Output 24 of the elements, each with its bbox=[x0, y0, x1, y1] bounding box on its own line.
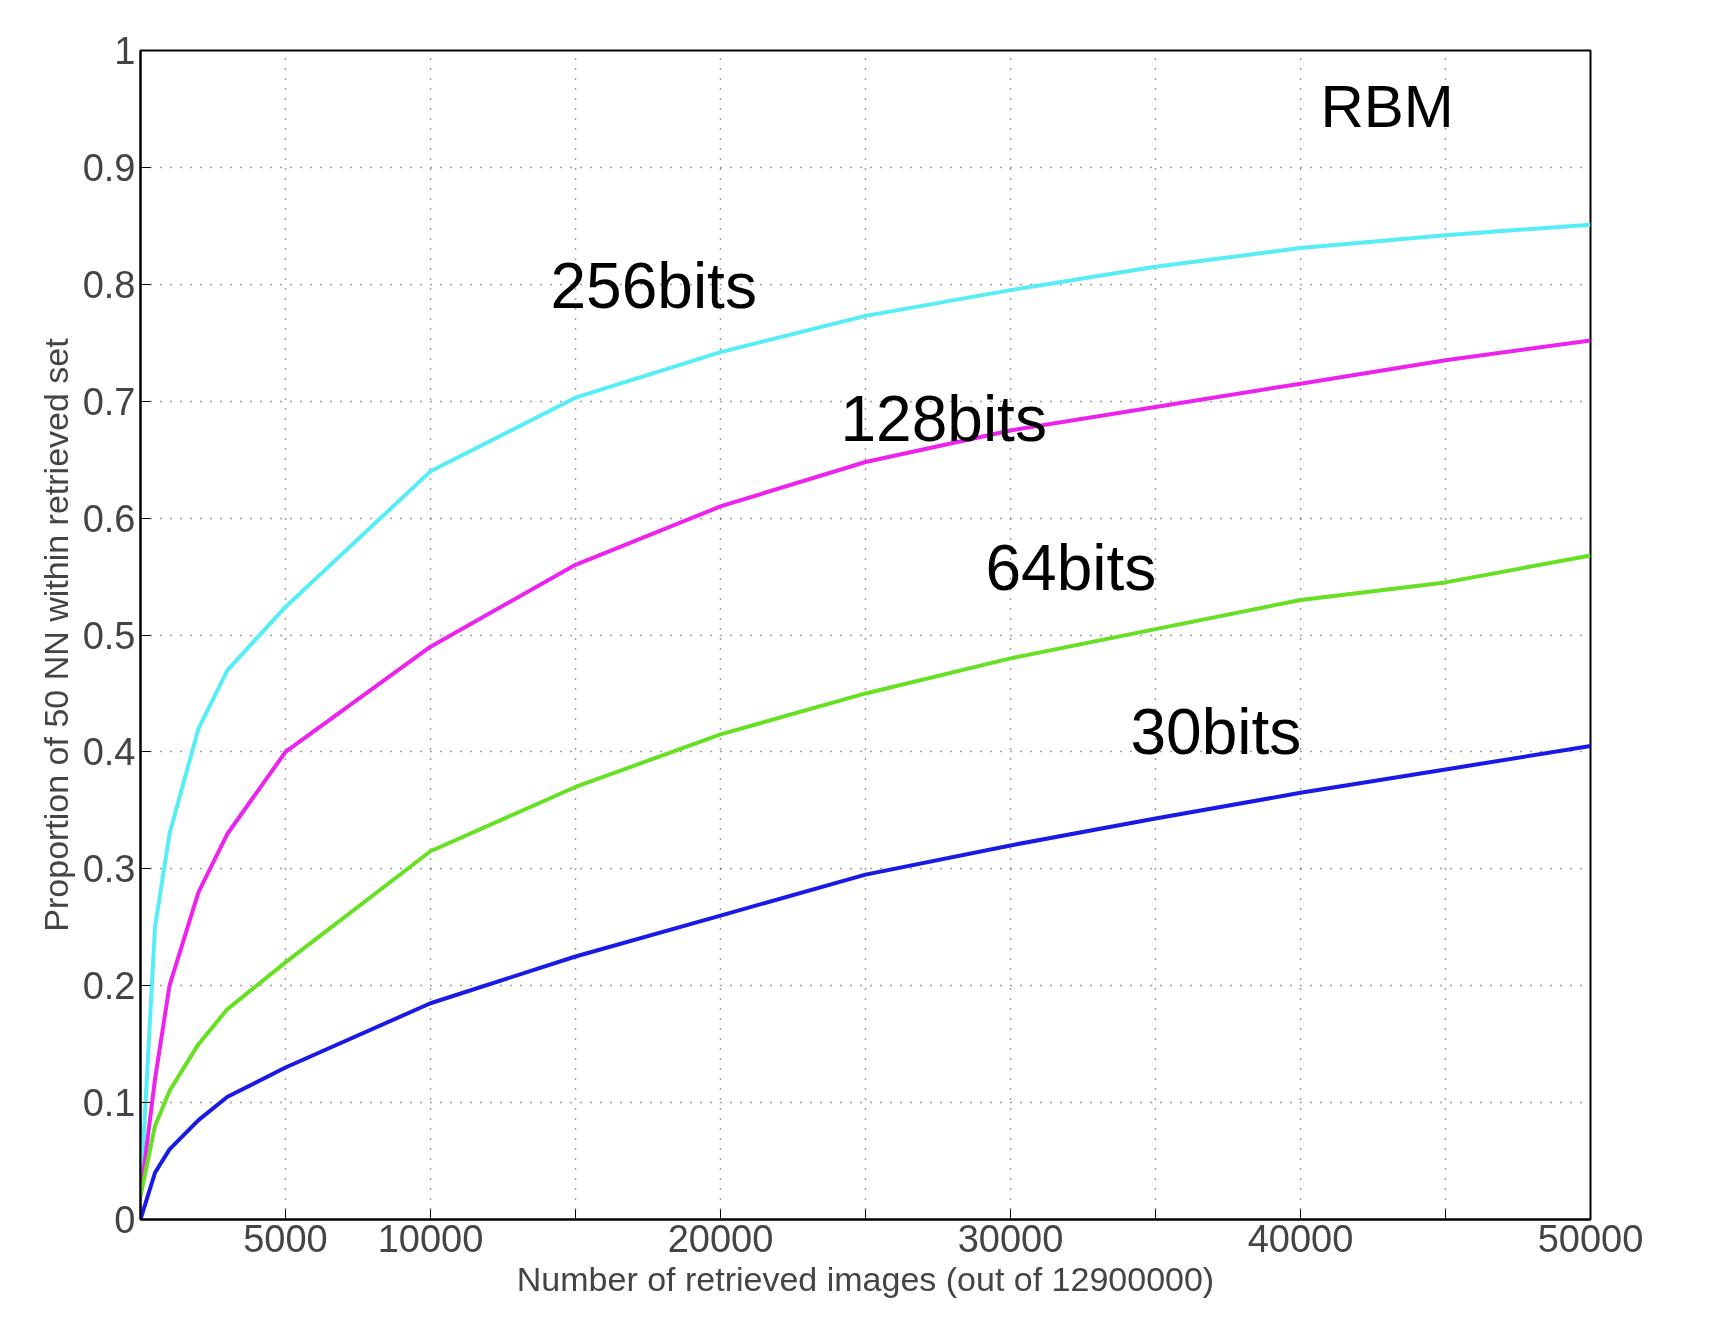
series-label: 256bits bbox=[550, 250, 757, 323]
y-tick-label: 0.2 bbox=[82, 965, 136, 1008]
x-tick-label: 50000 bbox=[1537, 1217, 1644, 1260]
series-label: 64bits bbox=[985, 532, 1157, 605]
y-tick-label: 0.9 bbox=[82, 146, 136, 189]
y-axis-title: Proportion of 50 NN within retrieved set bbox=[36, 337, 75, 932]
y-tick-label: 0 bbox=[114, 1199, 136, 1241]
x-tick-label: 30000 bbox=[957, 1217, 1064, 1260]
series-label: 30bits bbox=[1130, 695, 1302, 768]
x-tick-label: 10000 bbox=[377, 1217, 484, 1260]
y-tick-label: 0.4 bbox=[82, 731, 136, 774]
annotation: RBM bbox=[1320, 72, 1454, 140]
y-tick-label: 0.3 bbox=[82, 848, 136, 891]
x-tick-label: 5000 bbox=[243, 1217, 328, 1260]
x-axis-title: Number of retrieved images (out of 12900000) bbox=[516, 1259, 1215, 1298]
y-tick-label: 0.7 bbox=[82, 380, 136, 423]
series-label: 128bits bbox=[840, 383, 1047, 456]
y-tick-label: 0.5 bbox=[82, 614, 136, 657]
y-tick-label: 0.1 bbox=[82, 1082, 136, 1125]
y-tick-label: 0.8 bbox=[82, 263, 136, 306]
x-tick-label: 20000 bbox=[667, 1217, 774, 1260]
x-tick-label: 40000 bbox=[1247, 1217, 1354, 1260]
y-tick-label: 0.6 bbox=[82, 497, 136, 540]
y-tick-label: 1 bbox=[114, 30, 136, 72]
